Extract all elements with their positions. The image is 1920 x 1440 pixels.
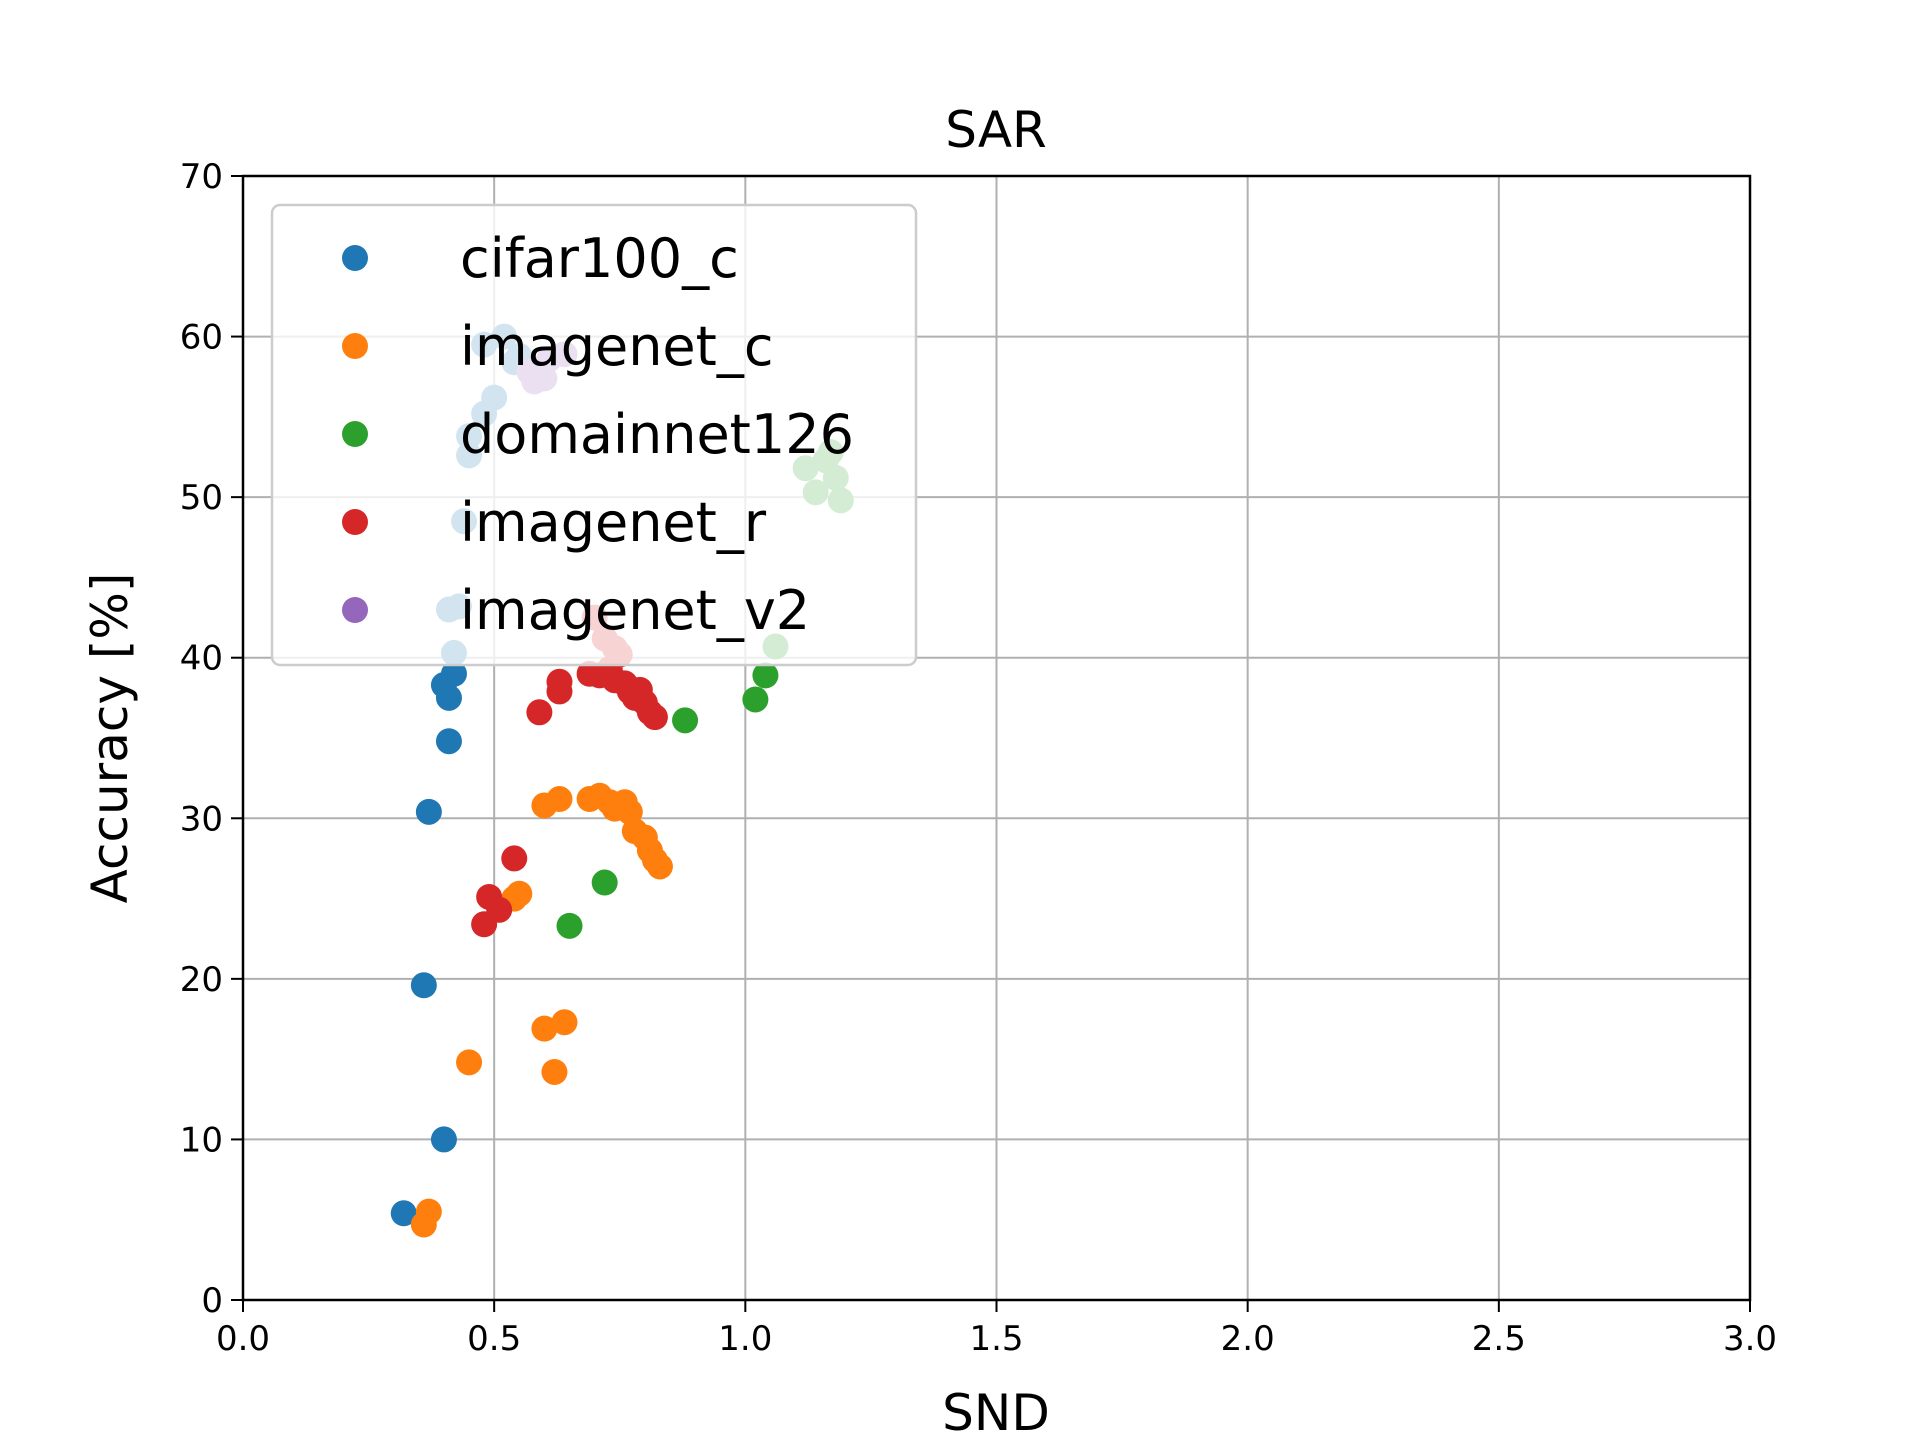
chart-title: SAR	[945, 101, 1047, 159]
y-axis-label: Accuracy [%]	[81, 573, 139, 904]
legend-marker-cifar100_c	[342, 245, 368, 271]
y-tick-label: 0	[201, 1281, 223, 1321]
legend-marker-domainnet126	[342, 421, 368, 447]
axis-ticks: 0.0 0.5 1.0 1.5 2.0 2.5 3.0 0 10 20 30 40 50 60 70	[180, 157, 1777, 1359]
scatter-point-imagenet_r	[486, 896, 513, 923]
scatter-point-imagenet_c	[551, 1009, 578, 1036]
scatter-point-imagenet_c	[546, 786, 573, 813]
x-tick-label: 0.5	[467, 1319, 521, 1359]
legend-marker-imagenet_v2	[342, 597, 368, 623]
y-tick-label: 60	[180, 318, 223, 358]
x-tick-label: 1.0	[718, 1319, 772, 1359]
legend-box	[270, 203, 918, 667]
y-tick-label: 70	[180, 157, 223, 197]
x-axis-label: SND	[942, 1384, 1050, 1440]
scatter-point-imagenet_c	[456, 1049, 483, 1076]
scatter-point-imagenet_r	[546, 668, 573, 695]
scatter-point-cifar100_c	[430, 1126, 457, 1153]
legend-label-domainnet126: domainnet126	[460, 403, 854, 466]
legend: cifar100_c imagenet_c domainnet126 imagenet…	[270, 203, 918, 667]
legend-label-imagenet_v2: imagenet_v2	[460, 579, 810, 642]
x-tick-label: 2.0	[1221, 1319, 1275, 1359]
x-tick-label: 1.5	[969, 1319, 1023, 1359]
legend-marker-imagenet_r	[342, 509, 368, 535]
scatter-point-cifar100_c	[410, 972, 437, 999]
scatter-point-imagenet_c	[541, 1058, 568, 1085]
scatter-point-imagenet_r	[501, 845, 528, 872]
x-tick-label: 2.5	[1472, 1319, 1526, 1359]
y-tick-label: 10	[180, 1120, 223, 1160]
scatter-point-imagenet_r	[526, 699, 553, 726]
legend-label-cifar100_c: cifar100_c	[460, 227, 739, 290]
scatter-point-imagenet_c	[506, 880, 533, 907]
legend-label-imagenet_c: imagenet_c	[460, 315, 774, 378]
legend-label-imagenet_r: imagenet_r	[460, 491, 767, 554]
x-tick-label: 3.0	[1723, 1319, 1777, 1359]
scatter-point-imagenet_c	[646, 853, 673, 880]
x-tick-label: 0.0	[216, 1319, 270, 1359]
scatter-point-cifar100_c	[415, 798, 442, 825]
y-tick-label: 40	[180, 639, 223, 679]
scatter-point-imagenet_r	[641, 704, 668, 731]
y-tick-label: 20	[180, 960, 223, 1000]
scatter-point-cifar100_c	[435, 728, 462, 755]
scatter-point-imagenet_c	[531, 1015, 558, 1042]
scatter-point-domainnet126	[556, 912, 583, 939]
scatter-point-domainnet126	[672, 707, 699, 734]
y-tick-label: 30	[180, 799, 223, 839]
scatter-point-domainnet126	[591, 869, 618, 896]
y-tick-label: 50	[180, 478, 223, 518]
scatter-point-domainnet126	[752, 662, 779, 689]
scatter-point-cifar100_c	[440, 660, 467, 687]
scatter-point-cifar100_c	[390, 1200, 417, 1227]
scatter-point-imagenet_c	[415, 1198, 442, 1225]
scatter-point-domainnet126	[742, 686, 769, 713]
legend-marker-imagenet_c	[342, 333, 368, 359]
